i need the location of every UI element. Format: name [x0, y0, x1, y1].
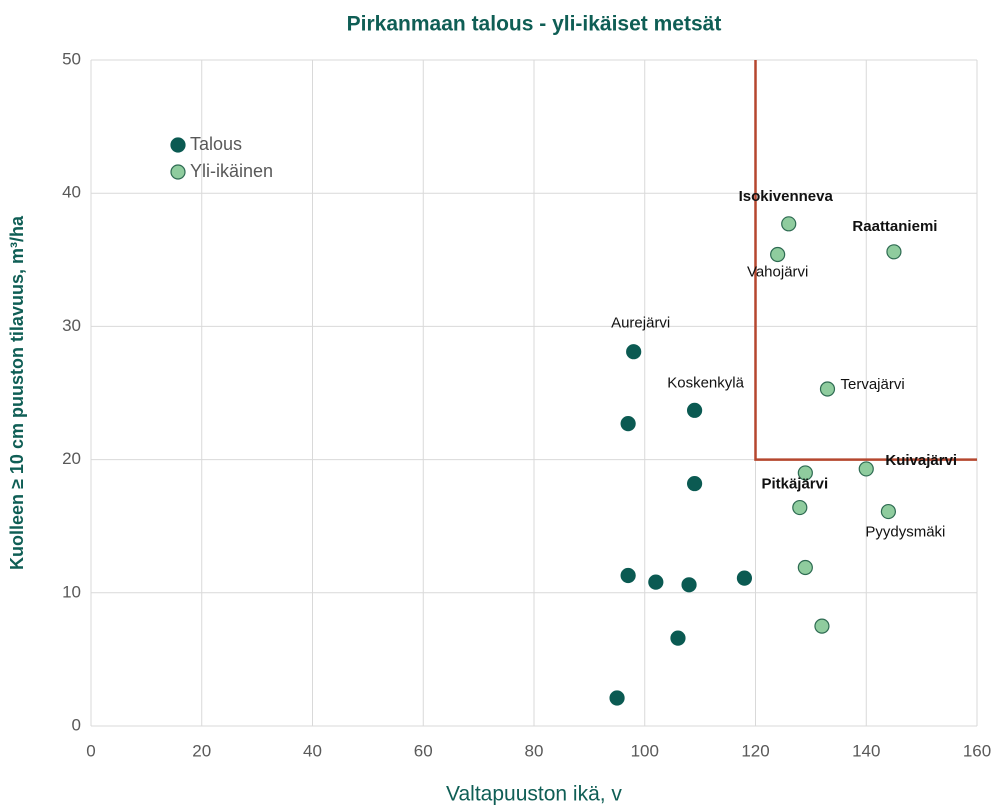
data-point — [620, 416, 636, 432]
data-point — [814, 618, 830, 634]
data-point — [626, 344, 642, 360]
data-point — [681, 577, 697, 593]
x-tick-label: 160 — [963, 741, 991, 760]
point-label: Raattaniemi — [852, 218, 937, 235]
point-label: Aurejärvi — [611, 315, 670, 332]
y-tick-label: 50 — [62, 49, 81, 68]
data-point — [880, 503, 897, 520]
point-label: Vahojärvi — [747, 263, 808, 280]
data-point — [886, 244, 902, 260]
data-point — [792, 499, 808, 516]
x-tick-label: 120 — [741, 741, 769, 760]
y-tick-label: 0 — [72, 715, 81, 734]
point-label: Pyydysmäki — [865, 524, 945, 541]
point-label: Kuivajärvi — [885, 452, 957, 469]
y-axis-label: Kuolleen ≥ 10 cm puuston tilavuus, m³/ha — [7, 215, 27, 570]
data-point — [781, 216, 797, 232]
legend-label: Talous — [190, 134, 242, 154]
x-tick-label: 100 — [631, 741, 659, 760]
data-point — [609, 690, 625, 706]
x-tick-label: 20 — [192, 741, 211, 760]
legend-marker — [170, 137, 186, 153]
chart-title: Pirkanmaan talous - yli-ikäiset metsät — [347, 13, 722, 36]
point-label: Isokivenneva — [739, 188, 834, 205]
data-point — [686, 402, 703, 418]
x-tick-label: 80 — [525, 741, 544, 760]
point-label: Koskenkylä — [667, 374, 744, 391]
data-point — [736, 570, 753, 586]
y-tick-label: 30 — [62, 316, 81, 335]
legend-label: Yli-ikäinen — [190, 161, 273, 181]
data-point — [797, 559, 813, 576]
data-point — [797, 465, 813, 481]
x-tick-label: 0 — [86, 741, 95, 760]
data-point — [648, 574, 664, 590]
y-tick-label: 10 — [62, 582, 81, 601]
point-label: Tervajärvi — [840, 376, 904, 393]
x-tick-label: 60 — [414, 741, 433, 760]
threshold-line — [754, 60, 977, 461]
x-tick-label: 140 — [852, 741, 880, 760]
data-point — [670, 630, 686, 646]
point-label: Pitkäjärvi — [761, 476, 828, 493]
y-tick-label: 40 — [62, 183, 81, 202]
y-tick-label: 20 — [62, 449, 81, 468]
data-point — [686, 475, 703, 492]
x-tick-label: 40 — [303, 741, 322, 760]
data-point — [819, 381, 836, 397]
x-axis-label: Valtapuuston ikä, v — [446, 783, 622, 806]
data-point — [858, 461, 874, 477]
data-point — [620, 567, 636, 584]
legend-marker — [170, 164, 186, 180]
data-point — [770, 246, 786, 263]
